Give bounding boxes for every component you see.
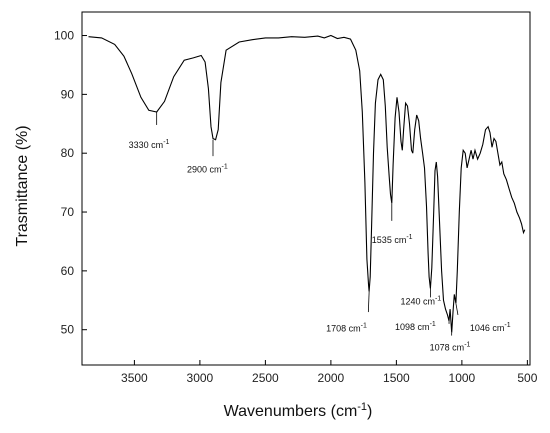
x-tick-label: 2000: [318, 371, 345, 385]
plot-frame: [81, 11, 531, 366]
y-axis-title: Trasmittance (%): [14, 125, 31, 246]
y-tick-label: 100: [54, 29, 74, 43]
y-tick-label: 70: [61, 205, 75, 219]
x-tick-label: 3000: [187, 371, 214, 385]
annotation-leader: [455, 303, 459, 316]
peak-annotation: 1046 cm-1: [470, 322, 511, 333]
y-tick-label: 60: [61, 264, 75, 278]
peak-annotation: 1240 cm-1: [400, 296, 441, 307]
x-tick-label: 500: [517, 371, 537, 385]
peak-annotation: 1708 cm-1: [326, 322, 367, 333]
peak-annotation: 1078 cm-1: [430, 342, 471, 353]
x-axis-title: Wavenumbers (cm-1): [224, 401, 373, 420]
x-tick-label: 1500: [383, 371, 410, 385]
peak-annotation: 2900 cm-1: [187, 164, 228, 175]
x-tick-label: 1000: [449, 371, 476, 385]
y-tick-label: 90: [61, 87, 75, 101]
peak-annotation: 1535 cm-1: [372, 234, 413, 245]
annotation-leader: [367, 291, 370, 313]
peak-annotation: 1098 cm-1: [395, 321, 436, 332]
x-tick-label: 3500: [121, 371, 148, 385]
x-tick-label: 2500: [252, 371, 279, 385]
y-tick-label: 50: [61, 323, 75, 337]
peak-annotation: 3330 cm-1: [129, 139, 170, 150]
spectrum-line: [88, 34, 526, 333]
x-axis-title-sup: -1: [357, 401, 367, 413]
y-tick-label: 80: [61, 146, 75, 160]
